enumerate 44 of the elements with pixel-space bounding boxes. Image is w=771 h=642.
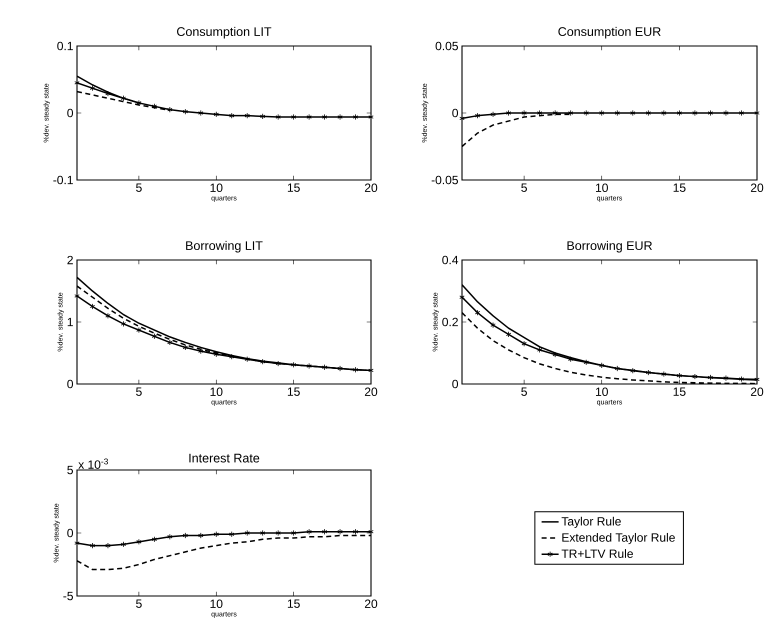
x-tick-label: 20 bbox=[364, 184, 378, 192]
x-tick-label: 10 bbox=[596, 184, 608, 192]
chart-title: Borrowing EUR bbox=[567, 240, 652, 253]
y-tick-label: 0 bbox=[67, 380, 74, 388]
x-tick-label: 5 bbox=[136, 388, 142, 396]
x-tick-label: 15 bbox=[288, 184, 300, 192]
y-tick-label: 0.2 bbox=[442, 318, 458, 326]
x-tick-label: 5 bbox=[521, 388, 527, 396]
y-tick-label: 0.05 bbox=[436, 42, 458, 50]
text: x 10$^{-3}$ bbox=[78, 458, 108, 469]
y-tick-label: -0.05 bbox=[432, 176, 458, 184]
y-tick-label: -0.1 bbox=[53, 176, 73, 184]
y-tick-label: -5 bbox=[63, 592, 73, 600]
y-tick-label: 0 bbox=[452, 108, 458, 118]
y-tick-label: 5 bbox=[67, 466, 73, 474]
x-tick-label: 5 bbox=[136, 600, 142, 608]
y-tick-label: 0 bbox=[67, 528, 74, 538]
x-tick-label: 20 bbox=[750, 184, 764, 192]
x-tick-label: 20 bbox=[364, 600, 378, 608]
y-tick-label: 0 bbox=[67, 108, 74, 118]
x-tick-label: 15 bbox=[288, 600, 300, 608]
y-tick-label: 0.4 bbox=[442, 256, 458, 264]
x-tick-label: 10 bbox=[210, 600, 222, 608]
x-tick-label: 15 bbox=[674, 388, 686, 396]
x-tick-label: 15 bbox=[674, 184, 686, 192]
x-tick-label: 20 bbox=[364, 388, 378, 396]
y-tick-label: 0 bbox=[452, 380, 458, 388]
chart-title: Consumption EUR bbox=[558, 26, 661, 39]
y-tick-label: 0.1 bbox=[57, 42, 73, 50]
y-tick-label: 2 bbox=[67, 256, 73, 264]
x-tick-label: 15 bbox=[288, 388, 300, 396]
x-tick-label: 10 bbox=[210, 184, 222, 192]
x-tick-label: 10 bbox=[210, 388, 222, 396]
x-tick-label: 5 bbox=[521, 184, 527, 192]
legend-label: TR+LTV Rule bbox=[562, 549, 633, 558]
legend-label: Taylor Rule bbox=[562, 516, 621, 528]
chart-title: Borrowing LIT bbox=[186, 240, 263, 253]
x-tick-label: 10 bbox=[596, 388, 608, 396]
y-tick-label: 1 bbox=[68, 318, 73, 326]
chart-title: Interest Rate bbox=[189, 454, 260, 463]
x-tick-label: 5 bbox=[136, 184, 142, 192]
legend-label: Extended Taylor Rule bbox=[562, 532, 675, 544]
chart-title: Consumption LIT bbox=[177, 26, 272, 39]
x-tick-label: 20 bbox=[750, 388, 764, 396]
